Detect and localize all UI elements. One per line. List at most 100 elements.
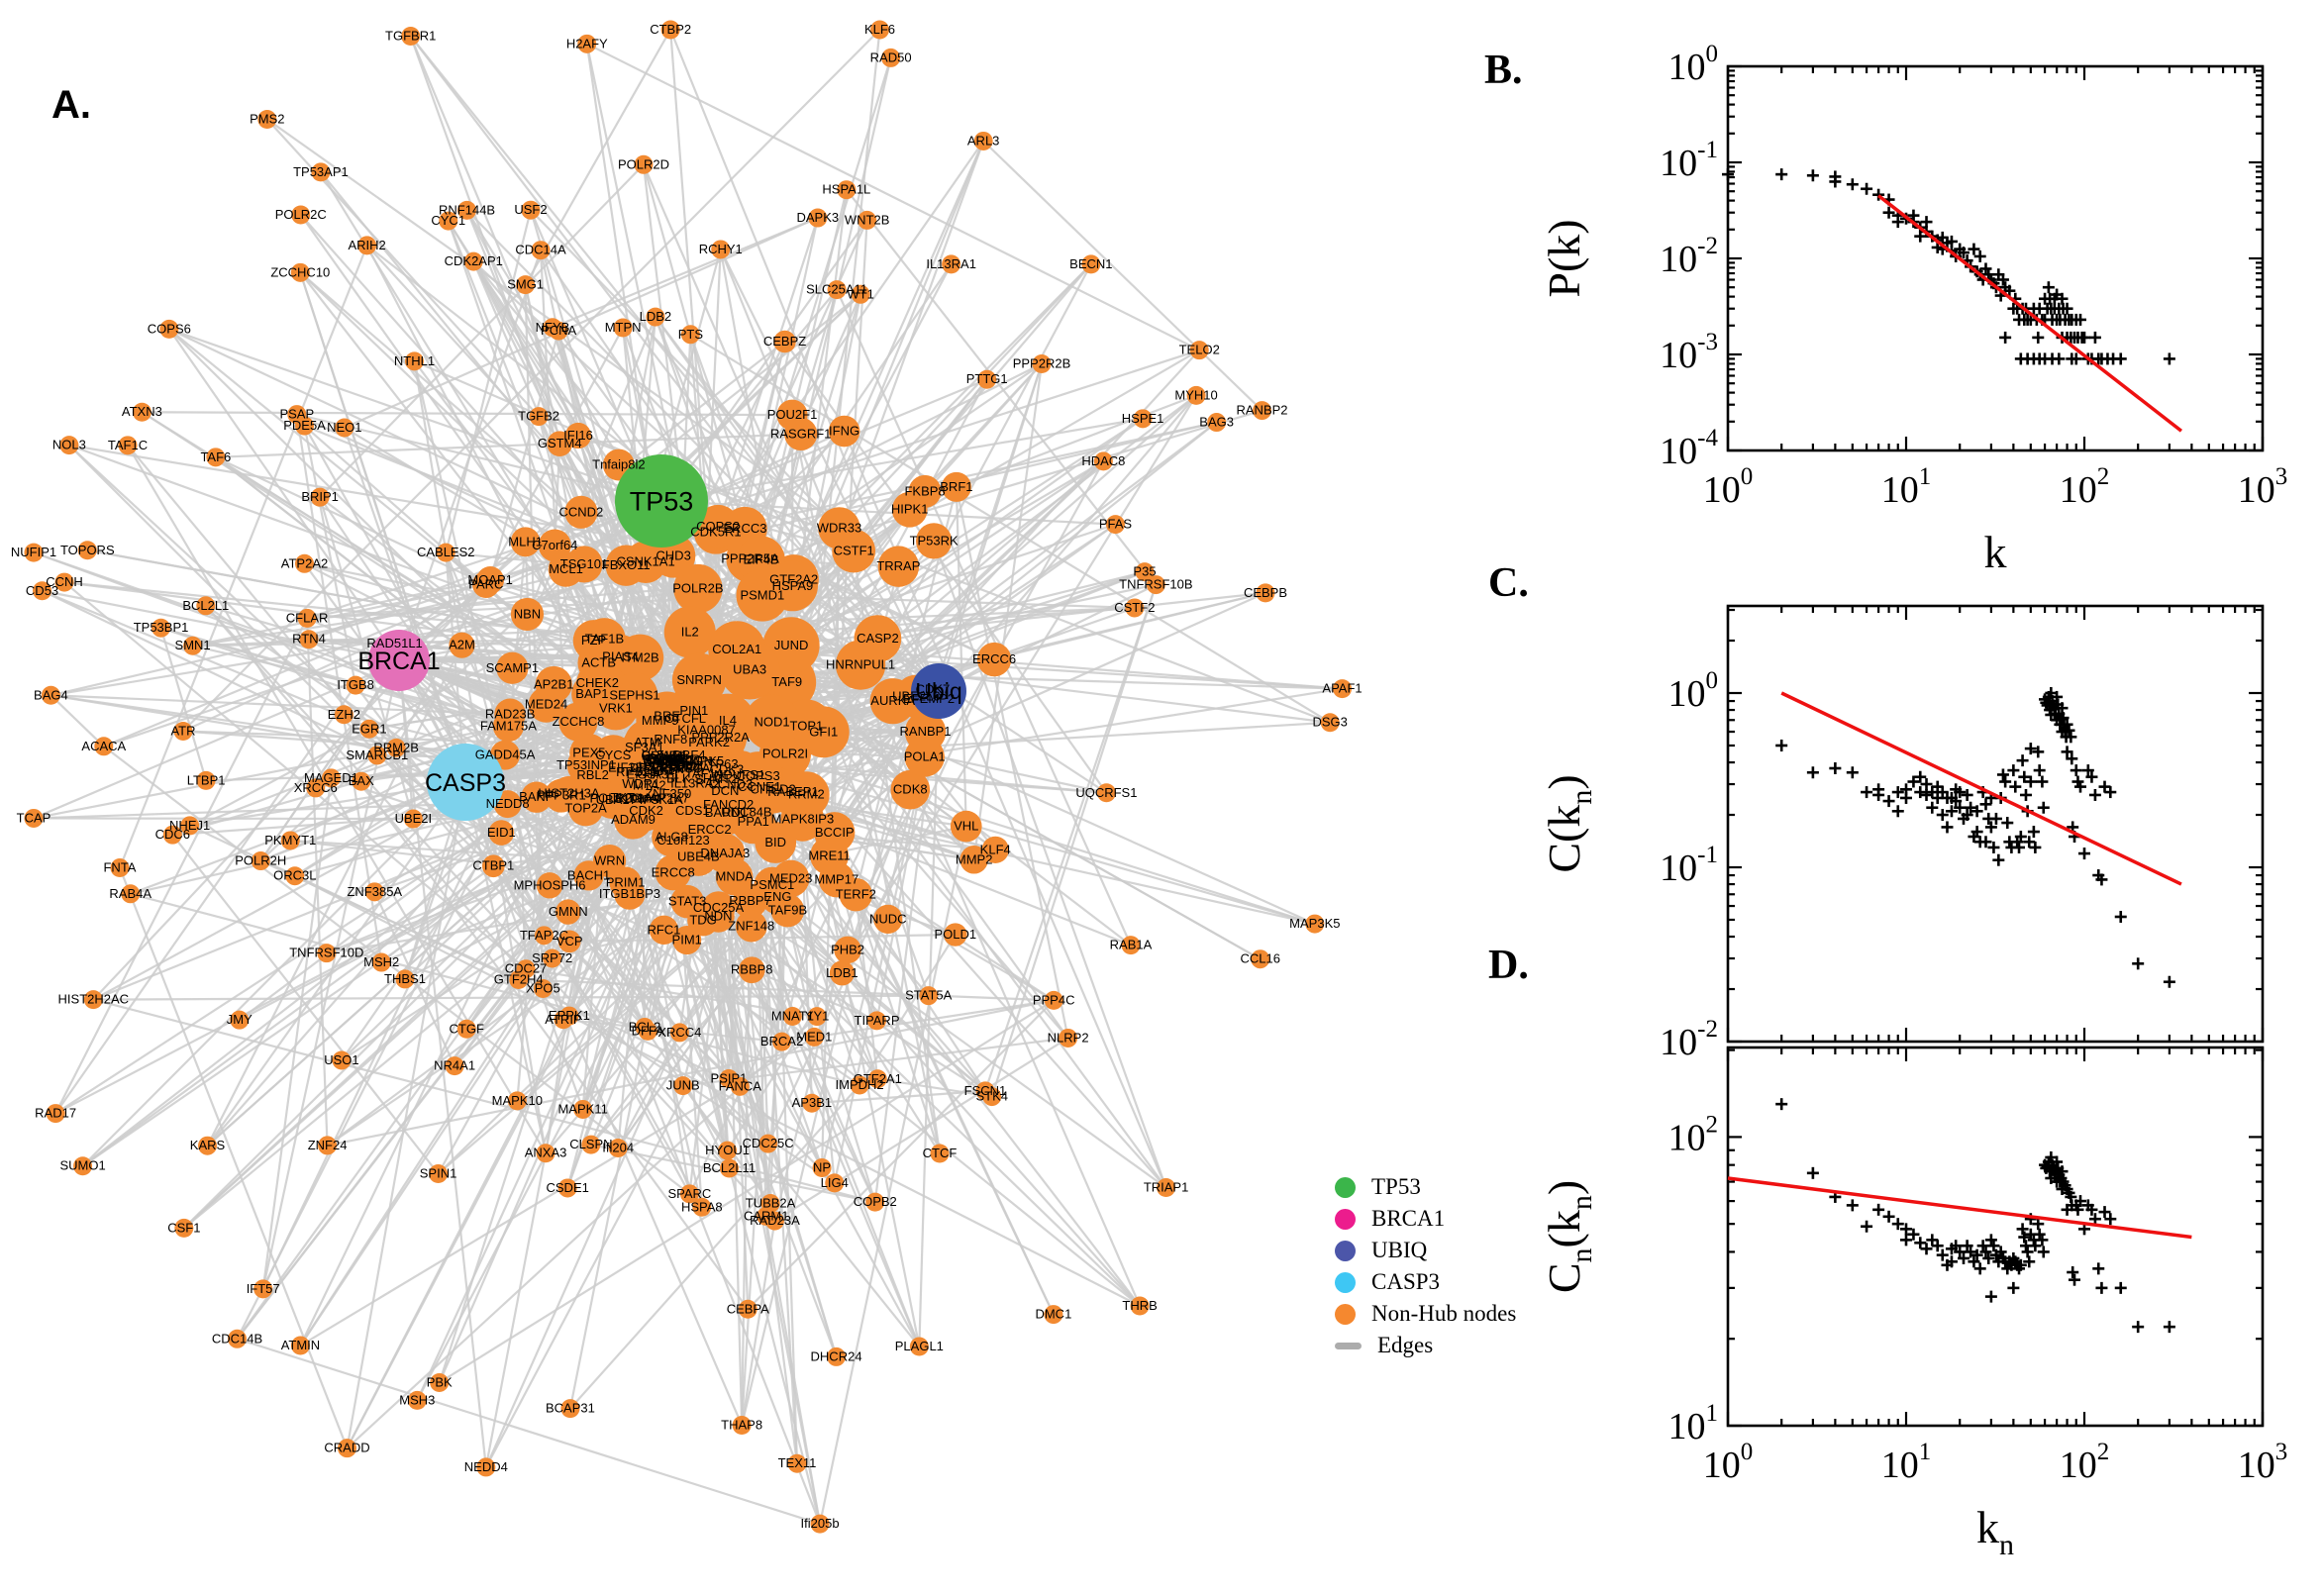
gene-label: PSAP bbox=[279, 407, 314, 422]
gene-label: PKMYT1 bbox=[264, 833, 316, 848]
gene-label: HIST2H3A bbox=[538, 785, 599, 800]
gene-label: CTBP1 bbox=[472, 858, 514, 873]
gene-label: BRIP1 bbox=[301, 489, 339, 504]
gene-node bbox=[652, 817, 691, 857]
gene-node bbox=[367, 746, 387, 765]
gene-node bbox=[110, 858, 130, 878]
gene-label: FNTA bbox=[103, 860, 136, 875]
gene-node bbox=[403, 809, 423, 829]
gene-node bbox=[544, 778, 578, 813]
gene-node bbox=[46, 1104, 65, 1124]
gene-label: XRCC4 bbox=[657, 1025, 701, 1040]
gene-label: DAPK3 bbox=[797, 210, 840, 225]
gene-label: HYOU1 bbox=[705, 1143, 750, 1157]
gene-label: NUDC bbox=[869, 911, 907, 926]
tick-label: 102 bbox=[2060, 463, 2110, 511]
gene-label: MAPK11 bbox=[558, 1101, 608, 1116]
gene-node bbox=[663, 606, 716, 658]
gene-label: CABLES2 bbox=[417, 545, 475, 559]
gene-label: RAB4A bbox=[109, 886, 152, 901]
gene-label: TELO2 bbox=[1179, 343, 1220, 357]
gene-label: MNDA bbox=[715, 869, 754, 884]
gene-label: BANP bbox=[519, 789, 554, 804]
gene-label: AP2B1 bbox=[534, 676, 573, 691]
gene-node bbox=[696, 504, 741, 549]
legend-label: Non-Hub nodes bbox=[1371, 1301, 1517, 1326]
gene-label: RAD51L1 bbox=[366, 636, 422, 650]
gene-node bbox=[942, 254, 961, 274]
gene-node bbox=[280, 831, 300, 850]
gene-label: JUND bbox=[774, 638, 809, 652]
gene-label: MAP2K7 bbox=[639, 791, 689, 806]
gene-label: TRRAP bbox=[876, 558, 920, 573]
gene-label: POLR2C bbox=[275, 207, 327, 222]
gene-label: WNT2B bbox=[845, 212, 890, 227]
gene-label: CDK3 bbox=[710, 762, 745, 777]
gene-node bbox=[1121, 936, 1141, 955]
tick-label: 10-1 bbox=[1660, 137, 1718, 184]
gene-node bbox=[904, 711, 947, 752]
nodes-layer bbox=[24, 20, 1353, 1534]
legend-dot-swatch bbox=[1335, 1240, 1356, 1261]
gene-node bbox=[719, 640, 780, 700]
gene-label: CCNE1 bbox=[738, 779, 781, 794]
gene-label: POLR2G bbox=[589, 791, 642, 806]
gene-label: CCNB1 bbox=[641, 748, 684, 762]
legend-dot-swatch bbox=[1335, 1208, 1356, 1230]
gene-label: BGN bbox=[685, 753, 713, 768]
gene-label: MAGED1 bbox=[304, 770, 358, 785]
legend-item: Edges bbox=[1335, 1330, 1516, 1361]
gene-node bbox=[744, 694, 800, 750]
gene-node bbox=[867, 1069, 887, 1089]
gene-node bbox=[700, 693, 756, 748]
gene-node bbox=[1093, 451, 1113, 471]
tick-label: 10-2 bbox=[1660, 233, 1718, 280]
gene-node bbox=[94, 737, 114, 756]
gene-label: SMG1 bbox=[507, 277, 544, 292]
gene-node bbox=[516, 275, 536, 295]
gene-label: PARK2 bbox=[688, 735, 730, 749]
gene-label: PSMD1 bbox=[740, 587, 784, 602]
gene-node bbox=[162, 825, 182, 845]
gene-label: TAF1C bbox=[108, 438, 148, 452]
gene-label: THRB bbox=[1122, 1298, 1157, 1313]
gene-label: IFI16 bbox=[563, 428, 593, 443]
gene-label: UBE2I bbox=[395, 811, 433, 826]
gene-node bbox=[867, 1011, 887, 1031]
gene-label: PPP2R2A bbox=[691, 730, 750, 745]
gene-label: PPP3CA bbox=[659, 761, 711, 776]
gene-label: PZP bbox=[581, 633, 606, 648]
gene-label: TP53INP1 bbox=[556, 757, 616, 772]
gene-node bbox=[825, 1173, 845, 1193]
legend-label: UBIQ bbox=[1371, 1238, 1428, 1262]
gene-label: CHD3 bbox=[656, 548, 690, 562]
gene-label: SPIN1 bbox=[420, 1165, 457, 1180]
gene-node bbox=[559, 1006, 579, 1026]
gene-node bbox=[488, 820, 515, 846]
gene-label: RNF8 bbox=[654, 732, 687, 747]
gene-node bbox=[671, 652, 727, 708]
tick-label: 100 bbox=[1703, 1439, 1754, 1486]
gene-label: ZNF350 bbox=[645, 786, 691, 801]
gene-node bbox=[557, 1178, 577, 1198]
gene-node bbox=[295, 416, 315, 436]
gene-node bbox=[577, 34, 597, 53]
gene-label: ATXN3 bbox=[122, 404, 162, 419]
hub-label-brca1: BRCA1 bbox=[357, 648, 440, 675]
gene-node bbox=[573, 1099, 593, 1119]
gene-label: MAP3K5 bbox=[1289, 916, 1340, 931]
gene-node bbox=[429, 1163, 449, 1183]
gene-label: SNRPN bbox=[676, 672, 722, 687]
gene-node bbox=[476, 1457, 496, 1477]
gene-node bbox=[196, 596, 216, 616]
gene-label: USF2 bbox=[514, 202, 547, 217]
gene-label: CEBPB bbox=[1244, 585, 1287, 600]
gene-label: CSTF2 bbox=[1114, 600, 1155, 615]
gene-label: PTTG1 bbox=[966, 371, 1008, 386]
gene-node bbox=[1253, 401, 1272, 421]
gene-label: EIF3F bbox=[608, 759, 643, 774]
gene-label: STAT5A bbox=[905, 988, 953, 1003]
gene-label: COPS3 bbox=[737, 768, 780, 783]
gene-node bbox=[290, 1336, 310, 1355]
legend-label: CASP3 bbox=[1371, 1269, 1441, 1294]
